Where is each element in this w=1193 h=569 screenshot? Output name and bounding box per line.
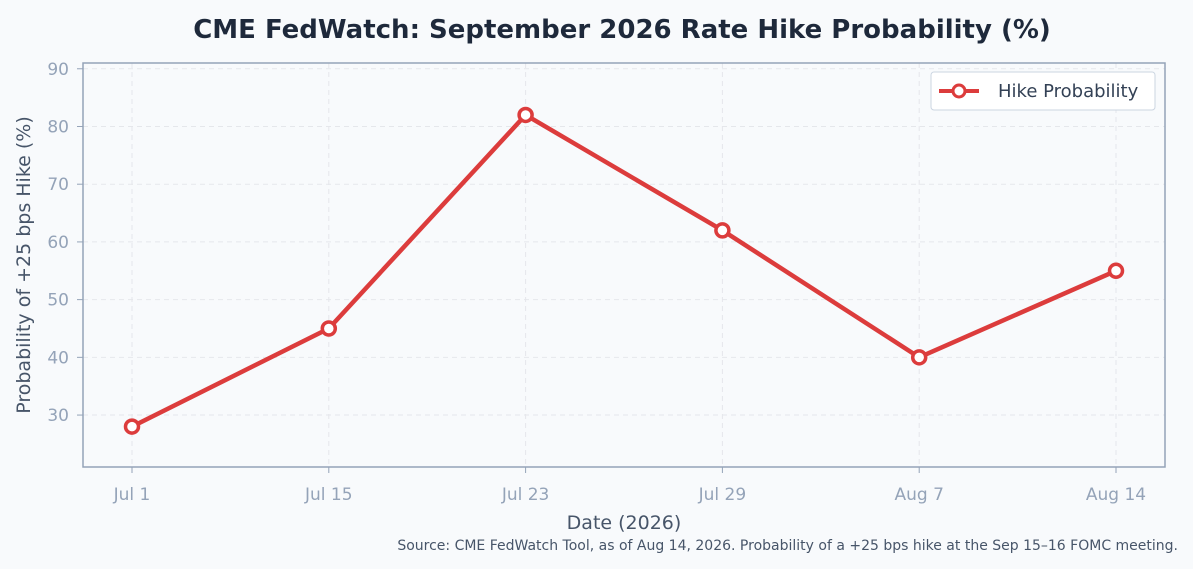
series-line bbox=[129, 112, 1119, 429]
y-tick-label: 60 bbox=[47, 233, 69, 253]
y-tick-label: 50 bbox=[47, 291, 69, 311]
x-tick-label: Jul 29 bbox=[698, 485, 747, 505]
legend-entry: Hike Probability bbox=[998, 81, 1139, 102]
legend: Hike Probability bbox=[930, 71, 1156, 111]
y-tick-label: 70 bbox=[47, 175, 69, 195]
data-point bbox=[1107, 262, 1125, 280]
data-point bbox=[910, 349, 928, 366]
legend-marker-swatch bbox=[951, 83, 967, 99]
y-tick-label: 80 bbox=[47, 117, 69, 137]
series-layer bbox=[123, 106, 1125, 435]
y-axis-ticks: 30 40 50 60 70 80 90 bbox=[47, 60, 83, 426]
x-tick-label: Aug 14 bbox=[1086, 485, 1146, 505]
legend-box bbox=[930, 71, 1156, 111]
x-tick-label: Jul 1 bbox=[113, 485, 151, 505]
chart-title: CME FedWatch: September 2026 Rate Hike P… bbox=[193, 15, 1051, 45]
y-axis-label: Probability of +25 bps Hike (%) bbox=[13, 116, 35, 414]
data-point bbox=[320, 320, 338, 337]
x-tick-label: Jul 23 bbox=[501, 485, 550, 505]
plot-area-frame bbox=[82, 62, 1166, 468]
x-tick-label: Jul 15 bbox=[304, 485, 353, 505]
y-tick-label: 30 bbox=[47, 406, 69, 426]
y-tick-label: 90 bbox=[47, 60, 69, 80]
data-point bbox=[714, 222, 731, 239]
source-note: Source: CME FedWatch Tool, as of Aug 14,… bbox=[397, 538, 1178, 554]
x-axis-ticks: Jul 1 Jul 15 Jul 23 Jul 29 Aug 7 Aug 14 bbox=[113, 467, 1146, 505]
x-tick-label: Aug 7 bbox=[894, 485, 943, 505]
x-axis-label: Date (2026) bbox=[567, 512, 682, 534]
y-tick-label: 40 bbox=[47, 348, 69, 368]
data-point bbox=[123, 418, 141, 435]
grid bbox=[83, 63, 1165, 467]
data-point bbox=[517, 106, 534, 124]
